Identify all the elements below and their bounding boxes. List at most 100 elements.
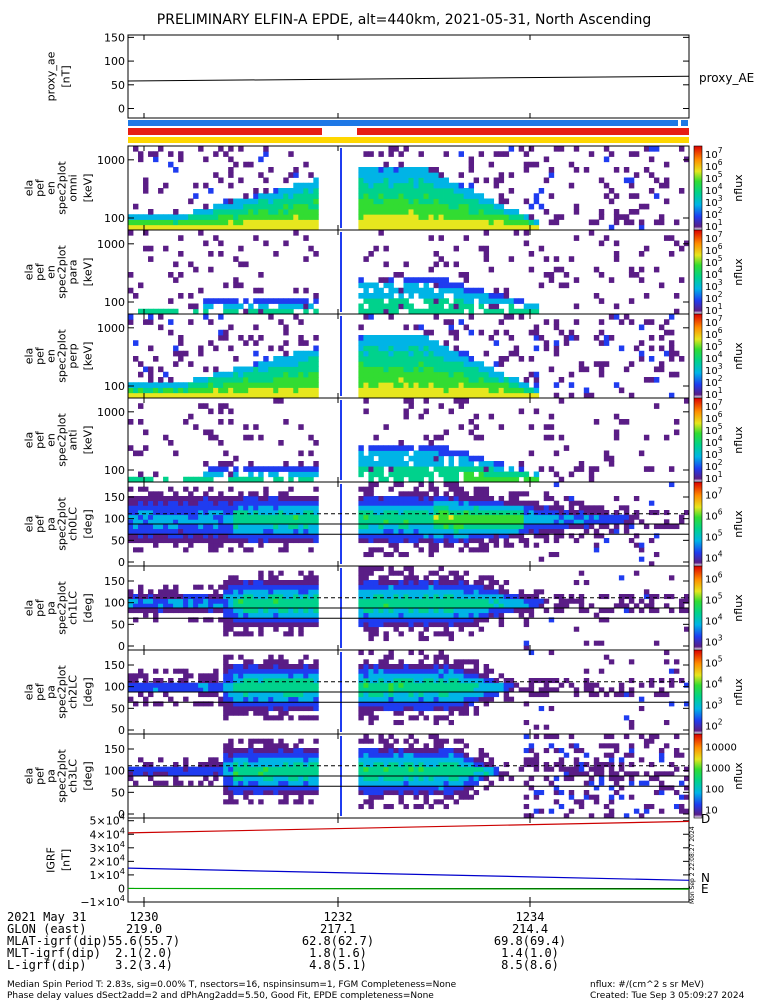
pa-ch0-cell xyxy=(368,491,374,497)
pa-ch0-cell xyxy=(223,496,229,502)
spec-omni-cb-label: nflux xyxy=(732,174,745,202)
pa-ch1-cell xyxy=(188,617,194,623)
spec-perp-cell xyxy=(178,340,184,346)
spec-perp-cell xyxy=(373,387,379,394)
spec-para-cell xyxy=(483,245,490,252)
spec-omni-cell xyxy=(373,198,379,205)
spec-omni-cell xyxy=(143,177,149,184)
spec-perp-cell xyxy=(283,329,289,336)
spec-anti-cell xyxy=(383,450,389,457)
pa-ch2-cell xyxy=(423,701,429,707)
pa-ch1-cell xyxy=(308,570,314,576)
spec-para-cell xyxy=(613,240,620,247)
pa-ch0-cell xyxy=(423,533,429,539)
spec-perp-cell xyxy=(413,392,419,399)
pa-ch0-cell xyxy=(418,491,424,497)
pa-ch1-cell xyxy=(233,617,239,623)
pa-ch0-cell xyxy=(618,519,625,525)
pa-ch0-cell xyxy=(288,514,294,520)
pa-ch0-cell xyxy=(443,491,449,497)
spec-perp-cell xyxy=(668,340,675,346)
spec-anti-cell xyxy=(478,455,485,462)
pa-ch1-cell xyxy=(228,584,234,590)
spec-omni-cell xyxy=(393,193,399,199)
spec-omni-cell xyxy=(498,203,505,210)
spec-perp-cell xyxy=(423,356,429,362)
spec-perp-cell xyxy=(358,340,364,346)
pa-ch1-cell xyxy=(288,580,294,586)
pa-ch1-cell xyxy=(148,603,154,609)
pa-ch1-cell xyxy=(393,580,399,586)
spec-anti-cells xyxy=(128,398,690,483)
pa-ch1-cell xyxy=(233,622,239,628)
pa-ch1-cell xyxy=(418,617,424,623)
spec-anti-cell xyxy=(608,461,615,467)
pa-ch0-cell xyxy=(218,542,224,548)
spec-omni-cell xyxy=(503,151,510,157)
spec-para-cb-tick-2: 103 xyxy=(705,278,723,293)
spec-omni-cell xyxy=(388,203,394,210)
pa-ch2-cell xyxy=(193,687,199,693)
spec-omni-cell xyxy=(438,198,444,205)
pa-ch1-cell xyxy=(398,594,404,600)
pa-ch0-cell xyxy=(168,486,174,492)
spec-perp-cell xyxy=(238,371,244,378)
pa-ch0-cell xyxy=(558,505,565,511)
spec-perp-cell xyxy=(273,382,279,388)
spec-para-cell xyxy=(188,293,194,299)
spec-perp-cell xyxy=(238,387,244,394)
spec-perp-cell xyxy=(433,366,439,373)
spec-perp-ylabel-line-4: perp xyxy=(67,343,80,368)
pa-ch0-cell xyxy=(428,533,434,539)
spec-perp-cell xyxy=(533,387,540,394)
spec-omni-cell xyxy=(398,203,404,210)
pa-ch2-cell xyxy=(538,678,545,684)
spec-anti-cell xyxy=(423,471,429,478)
pa-ch0-cell xyxy=(523,505,530,511)
pa-ch0-cell xyxy=(598,533,605,539)
pa-ch2-cell xyxy=(298,668,304,674)
spec-anti-cell xyxy=(448,466,454,472)
pa-ch2-cell xyxy=(458,668,464,674)
pa-ch1-cell xyxy=(158,603,164,609)
pa-ch0-cell xyxy=(278,496,284,502)
pa-ch2-cell xyxy=(613,692,620,698)
pa-ch0-cell xyxy=(298,519,304,525)
pa-ch0-cell xyxy=(493,510,500,516)
pa-ch0-cell xyxy=(128,486,134,492)
spec-omni-cell xyxy=(608,151,615,157)
spec-omni-cell xyxy=(383,224,389,231)
spec-para-cell xyxy=(253,287,259,294)
pa-ch1-cell xyxy=(603,608,610,614)
pa-ch1-cell xyxy=(563,598,570,604)
pa-ch1-cell xyxy=(263,594,269,600)
spec-omni-cell xyxy=(313,198,319,205)
pa-ch3-cell xyxy=(183,766,189,772)
spec-omni-cell xyxy=(468,156,475,163)
pa-ch2-cell xyxy=(373,701,379,707)
pa-ch0-colorbar xyxy=(693,481,703,567)
spec-perp-cell xyxy=(648,319,655,325)
spec-para-cell xyxy=(433,303,439,310)
pa-ch1-cell xyxy=(478,575,485,581)
pa-ch2-cell xyxy=(363,710,369,716)
spec-anti-cell xyxy=(493,476,500,483)
spec-perp-cell xyxy=(153,356,159,362)
spec-para-cell xyxy=(443,287,449,294)
pa-ch1-cell xyxy=(278,617,284,623)
spec-perp-cell xyxy=(313,345,319,352)
pa-ch2-cell xyxy=(183,696,189,702)
spec-perp-cell xyxy=(283,350,289,357)
spec-perp-cell xyxy=(368,387,374,394)
pa-ch1-cell xyxy=(538,598,545,604)
spec-omni-cell xyxy=(418,193,424,199)
spec-omni-cell xyxy=(223,219,229,226)
pa-ch0-cell xyxy=(173,524,179,530)
pa-ch2-cell xyxy=(443,701,449,707)
spec-omni-cell xyxy=(143,188,149,194)
pa-ch2-cell xyxy=(408,701,414,707)
pa-ch0-cell xyxy=(478,500,485,506)
pa-ch1-cell xyxy=(488,603,495,609)
pa-ch2-cell xyxy=(138,687,144,693)
spec-omni-cell xyxy=(268,193,274,199)
